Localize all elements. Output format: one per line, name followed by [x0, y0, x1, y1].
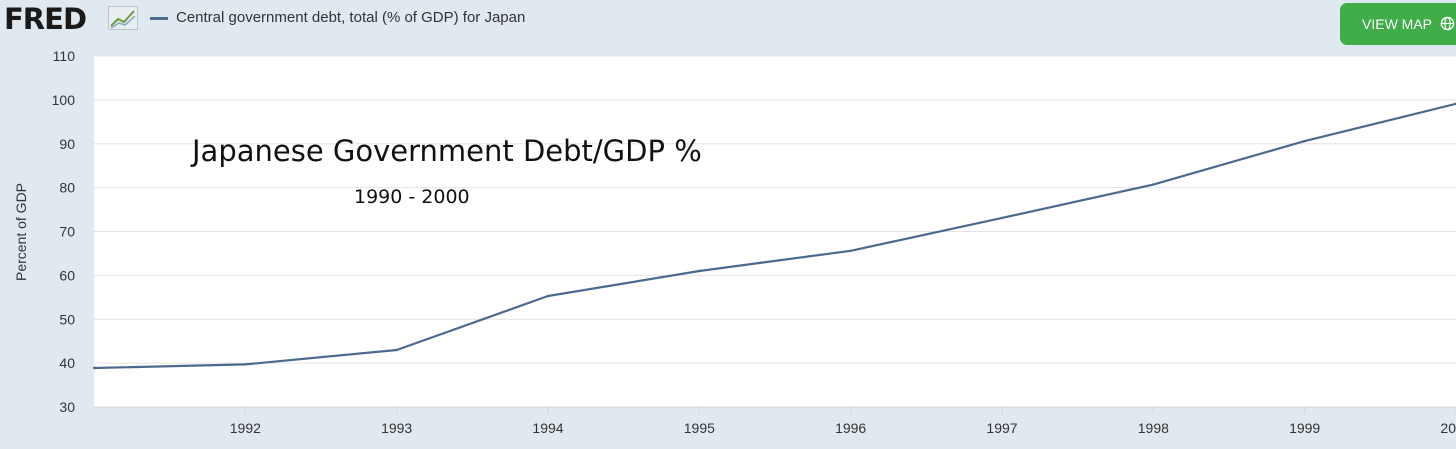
y-tick-label: 80: [59, 180, 75, 196]
y-tick-label: 90: [59, 136, 75, 152]
data-point[interactable]: [1152, 183, 1155, 186]
x-tick-label: 1993: [381, 420, 412, 436]
series-line[interactable]: [93, 102, 1456, 370]
view-map-label: VIEW MAP: [1362, 16, 1432, 32]
data-point[interactable]: [244, 363, 247, 366]
y-axis: 30 40 50 60 70 80 90 100 110: [52, 48, 76, 415]
x-tick-label: 1997: [986, 420, 1017, 436]
data-point[interactable]: [698, 269, 701, 273]
fred-logo[interactable]: FRED: [4, 2, 87, 36]
x-tick-label: 1998: [1138, 420, 1169, 436]
overlay-subtitle: 1990 - 2000: [354, 186, 470, 208]
x-tick-label: 1992: [230, 420, 261, 436]
data-point[interactable]: [395, 348, 398, 352]
data-point[interactable]: [849, 249, 852, 253]
series-group: [92, 102, 1456, 370]
data-point[interactable]: [1000, 216, 1004, 220]
data-point[interactable]: [546, 294, 550, 298]
view-map-button[interactable]: VIEW MAP: [1340, 3, 1456, 45]
y-tick-label: 70: [59, 224, 75, 240]
overlay-title: Japanese Government Debt/GDP %: [192, 134, 702, 168]
x-tick-label: 1996: [835, 420, 866, 436]
line-chart-icon: [108, 6, 138, 35]
y-tick-label: 60: [59, 267, 75, 283]
x-tick-label: 1994: [532, 420, 563, 436]
globe-icon: [1440, 5, 1455, 47]
x-tick-label: 2000: [1440, 420, 1456, 436]
y-axis-label: Percent of GDP: [13, 183, 29, 281]
y-tick-label: 30: [59, 399, 75, 415]
x-tick-label: 1999: [1289, 420, 1320, 436]
y-tick-label: 100: [52, 92, 76, 108]
y-tick-label: 40: [59, 355, 75, 371]
chart-header: FRED Central government debt, total (% o…: [0, 0, 1456, 48]
legend-swatch: [150, 17, 168, 20]
data-point[interactable]: [1303, 139, 1306, 143]
legend-label[interactable]: Central government debt, total (% of GDP…: [176, 9, 526, 26]
y-tick-label: 110: [53, 48, 76, 64]
x-tick-label: 1995: [684, 420, 715, 436]
data-point[interactable]: [92, 366, 96, 370]
gridlines: [94, 55, 1456, 364]
x-axis: 1992 1993 1994 1995 1996 1997 1998 1999 2000: [94, 406, 1456, 436]
y-tick-label: 50: [59, 311, 75, 327]
